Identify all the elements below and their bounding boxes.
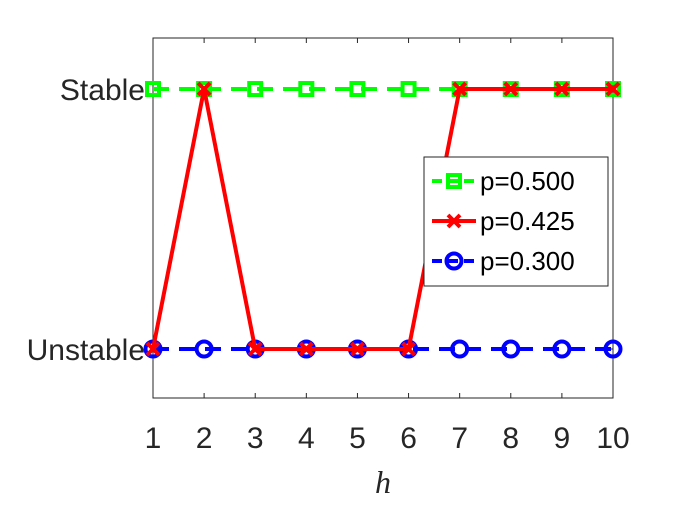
y-tick-label: Unstable [27, 334, 145, 367]
series-layer [143, 81, 623, 359]
series-p=0.425 [145, 81, 621, 357]
x-tick-label: 5 [349, 422, 366, 455]
x-tick-label: 4 [298, 422, 315, 455]
x-tick-label: 8 [502, 422, 519, 455]
x-axis-label: h [375, 464, 391, 500]
x-stroke-b [605, 81, 621, 97]
data-point-square [298, 81, 315, 97]
data-point-circle [450, 339, 470, 359]
x-stroke-b [350, 341, 365, 357]
series-line [151, 87, 613, 351]
data-point-square [349, 81, 366, 97]
x-stroke-b [446, 213, 462, 229]
x-tick-label: 1 [145, 422, 162, 455]
x-stroke-b [247, 341, 263, 357]
data-point-circle [603, 339, 623, 359]
data-point-x [145, 341, 161, 357]
legend-label: p=0.500 [480, 166, 575, 196]
data-point-square [247, 81, 264, 97]
legend-entry: p=0.300 [432, 246, 575, 276]
legend-label: p=0.300 [480, 246, 575, 276]
legend-label: p=0.425 [480, 206, 575, 236]
x-stroke-b [196, 81, 212, 97]
data-point-circle [501, 339, 521, 359]
x-tick-label: 2 [196, 422, 213, 455]
data-point-x [247, 341, 263, 357]
x-tick-label: 10 [596, 422, 629, 455]
data-point-x [503, 81, 519, 97]
data-point-circle [194, 339, 214, 359]
data-point-x [401, 341, 416, 357]
data-point-x [350, 341, 365, 357]
data-point-square [145, 81, 161, 97]
x-tick-label: 9 [554, 422, 571, 455]
x-stroke-b [452, 81, 468, 97]
y-axis-ticks: Unstable Stable [27, 74, 613, 367]
data-point-x [196, 81, 212, 97]
x-tick-label: 6 [400, 422, 417, 455]
x-tick-label: 7 [451, 422, 468, 455]
data-point-x [446, 213, 462, 229]
x-stroke-b [298, 341, 314, 357]
legend-entry: p=0.425 [432, 206, 575, 236]
legend: p=0.500 p=0.425 p=0.300 [423, 156, 609, 287]
legend-entry: p=0.500 [432, 166, 575, 196]
y-tick-label: Stable [60, 74, 145, 107]
data-point-circle [552, 339, 572, 359]
data-point-x [298, 341, 314, 357]
data-point-x [554, 81, 570, 97]
x-stroke-b [503, 81, 519, 97]
data-point-square [400, 81, 417, 97]
x-tick-label: 3 [247, 422, 264, 455]
data-point-circle [444, 251, 464, 271]
data-point-x [452, 81, 468, 97]
data-point-square [446, 173, 462, 189]
x-axis-ticks: 1 2 3 4 5 6 7 8 9 10 [145, 38, 630, 455]
x-stroke-b [554, 81, 570, 97]
x-stroke-b [401, 341, 416, 357]
data-point-x [605, 81, 621, 97]
x-stroke-b [145, 341, 161, 357]
